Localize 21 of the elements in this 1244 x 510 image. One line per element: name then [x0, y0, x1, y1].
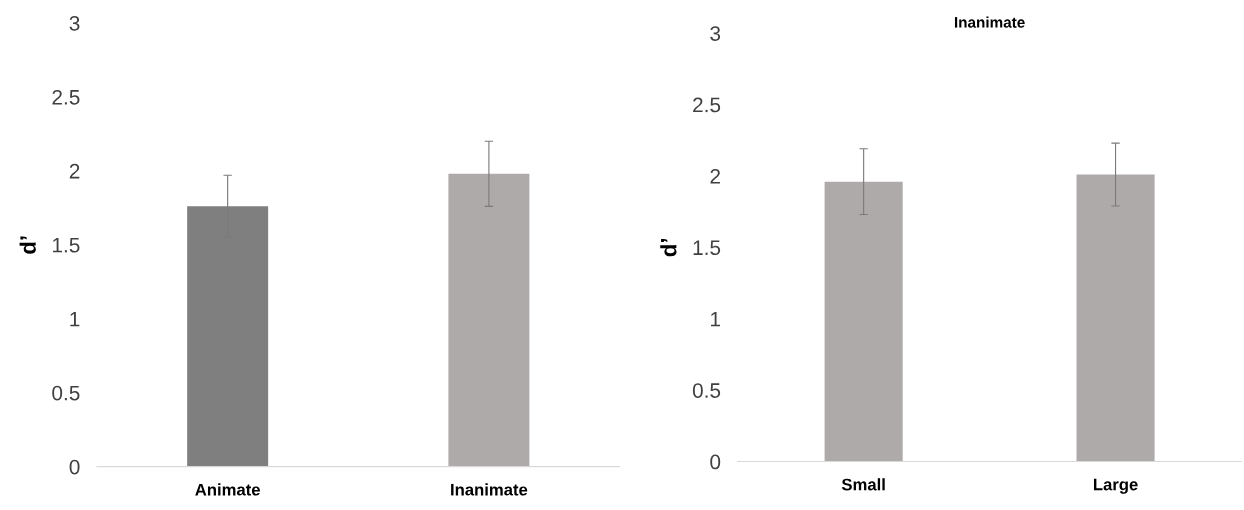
- y-tick-label: 3: [710, 26, 721, 41]
- y-tick-label: 1.5: [693, 240, 721, 256]
- y-tick-label: 2.5: [693, 97, 721, 113]
- y-axis-title: d’: [19, 236, 36, 254]
- x-tick-label: Small: [841, 478, 885, 491]
- y-tick-label: 2: [710, 168, 720, 184]
- y-tick-label: 0.5: [692, 383, 721, 398]
- y-axis-title: d’: [660, 238, 677, 257]
- y-tick-label: 0: [69, 459, 80, 475]
- y-tick-label: 1.5: [53, 238, 80, 253]
- y-tick-label: 1: [70, 311, 80, 327]
- y-tick-label: 2.5: [52, 89, 80, 105]
- x-tick-label: Large: [1093, 478, 1138, 494]
- y-tick-label: 0.5: [52, 385, 80, 401]
- chart-title: Inanimate: [954, 16, 1025, 28]
- y-tick-label: 2: [69, 163, 80, 179]
- x-tick-label: Animate: [195, 483, 260, 496]
- y-tick-label: 3: [69, 15, 80, 31]
- x-tick-label: Inanimate: [451, 483, 528, 496]
- y-tick-label: 1: [711, 311, 721, 327]
- y-tick-label: 0: [710, 454, 721, 470]
